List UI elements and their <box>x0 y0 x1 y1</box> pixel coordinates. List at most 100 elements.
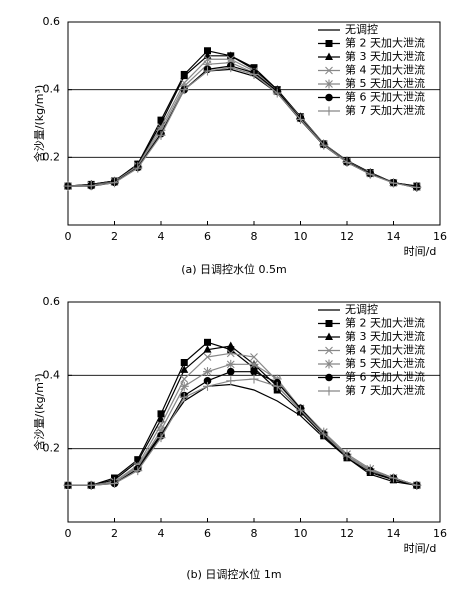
legend-label: 第 7 天加大泄流 <box>345 103 425 117</box>
legend-label: 第 5 天加大泄流 <box>345 356 425 370</box>
legend-label: 无调控 <box>345 22 378 36</box>
legend-label: 第 6 天加大泄流 <box>345 90 425 104</box>
marker <box>325 346 333 355</box>
y-tick-label: 0.4 <box>43 368 61 381</box>
marker <box>63 181 73 191</box>
x-tick-label: 2 <box>111 527 118 540</box>
legend-label: 无调控 <box>345 302 378 316</box>
x-tick-label: 4 <box>158 527 165 540</box>
marker <box>203 345 212 353</box>
series-line <box>67 67 417 189</box>
series-line <box>68 341 417 486</box>
marker <box>325 332 333 340</box>
x-tick-label: 14 <box>387 230 401 243</box>
caption: (b) 日调控水位 1m <box>186 567 281 581</box>
x-tick-label: 6 <box>204 527 211 540</box>
marker <box>179 392 189 402</box>
marker <box>179 85 189 95</box>
x-tick-label: 14 <box>387 527 401 540</box>
marker <box>86 181 96 191</box>
series-line <box>68 378 417 486</box>
x-tick-label: 0 <box>65 527 72 540</box>
marker <box>249 69 259 79</box>
marker <box>250 353 258 361</box>
x-tick-label: 12 <box>340 527 354 540</box>
marker <box>324 359 334 369</box>
marker <box>325 373 333 382</box>
x-tick-label: 8 <box>251 527 258 540</box>
marker <box>389 473 398 483</box>
legend-label: 第 4 天加大泄流 <box>345 63 425 77</box>
marker <box>325 52 333 60</box>
marker <box>203 353 212 361</box>
marker <box>203 59 212 69</box>
marker <box>156 130 166 140</box>
marker <box>203 367 212 377</box>
x-axis-label: 时间/d <box>404 542 437 555</box>
marker <box>133 466 143 476</box>
marker <box>157 410 165 418</box>
legend-label: 第 6 天加大泄流 <box>345 370 425 384</box>
marker <box>272 88 282 98</box>
marker <box>180 365 189 373</box>
marker <box>412 480 422 490</box>
marker <box>203 66 212 76</box>
y-tick-label: 0.2 <box>43 150 61 163</box>
y-tick-label: 0.6 <box>43 15 61 28</box>
y-tick-label: 0.2 <box>43 442 61 455</box>
x-tick-label: 6 <box>204 230 211 243</box>
marker <box>156 425 166 435</box>
marker <box>296 114 305 124</box>
x-tick-label: 4 <box>158 230 165 243</box>
marker <box>204 338 211 346</box>
marker <box>342 451 352 461</box>
x-tick-label: 8 <box>251 230 258 243</box>
x-tick-label: 0 <box>65 230 72 243</box>
y-tick-label: 0.6 <box>43 295 61 308</box>
x-tick-label: 10 <box>294 230 308 243</box>
y-axis-label: 含沙量/(kg/m³) <box>32 373 46 450</box>
marker <box>180 71 189 80</box>
legend-label: 第 7 天加大泄流 <box>345 383 425 397</box>
marker <box>324 79 334 89</box>
marker <box>319 140 329 150</box>
marker <box>365 466 375 476</box>
marker <box>179 381 189 391</box>
marker <box>319 429 329 439</box>
marker <box>226 376 236 386</box>
series-line <box>68 383 417 486</box>
marker <box>324 106 334 116</box>
x-tick-label: 16 <box>433 527 447 540</box>
x-axis-label: 时间/d <box>404 245 437 258</box>
marker <box>110 479 119 488</box>
marker <box>180 359 188 366</box>
marker <box>63 480 73 490</box>
x-tick-label: 16 <box>433 230 447 243</box>
marker <box>325 320 333 327</box>
marker <box>86 480 96 490</box>
marker <box>203 381 212 391</box>
marker <box>249 374 259 384</box>
x-tick-label: 2 <box>111 230 118 243</box>
y-tick-label: 0.4 <box>43 83 61 96</box>
x-tick-label: 12 <box>340 230 354 243</box>
marker <box>325 66 333 75</box>
caption: (a) 日调控水位 0.5m <box>181 262 287 276</box>
marker <box>226 63 236 73</box>
legend-label: 第 4 天加大泄流 <box>345 343 425 357</box>
marker <box>249 359 259 369</box>
marker <box>110 178 119 188</box>
marker <box>204 47 211 55</box>
marker <box>412 182 422 192</box>
marker <box>180 375 189 383</box>
marker <box>226 349 235 358</box>
marker <box>365 169 375 179</box>
y-axis-label: 含沙量/(kg/m³) <box>32 85 46 162</box>
marker <box>342 157 352 167</box>
marker <box>296 405 305 415</box>
marker <box>324 386 334 396</box>
legend-label: 第 2 天加大泄流 <box>345 36 425 50</box>
legend-label: 第 3 天加大泄流 <box>345 49 425 63</box>
marker <box>226 341 235 349</box>
